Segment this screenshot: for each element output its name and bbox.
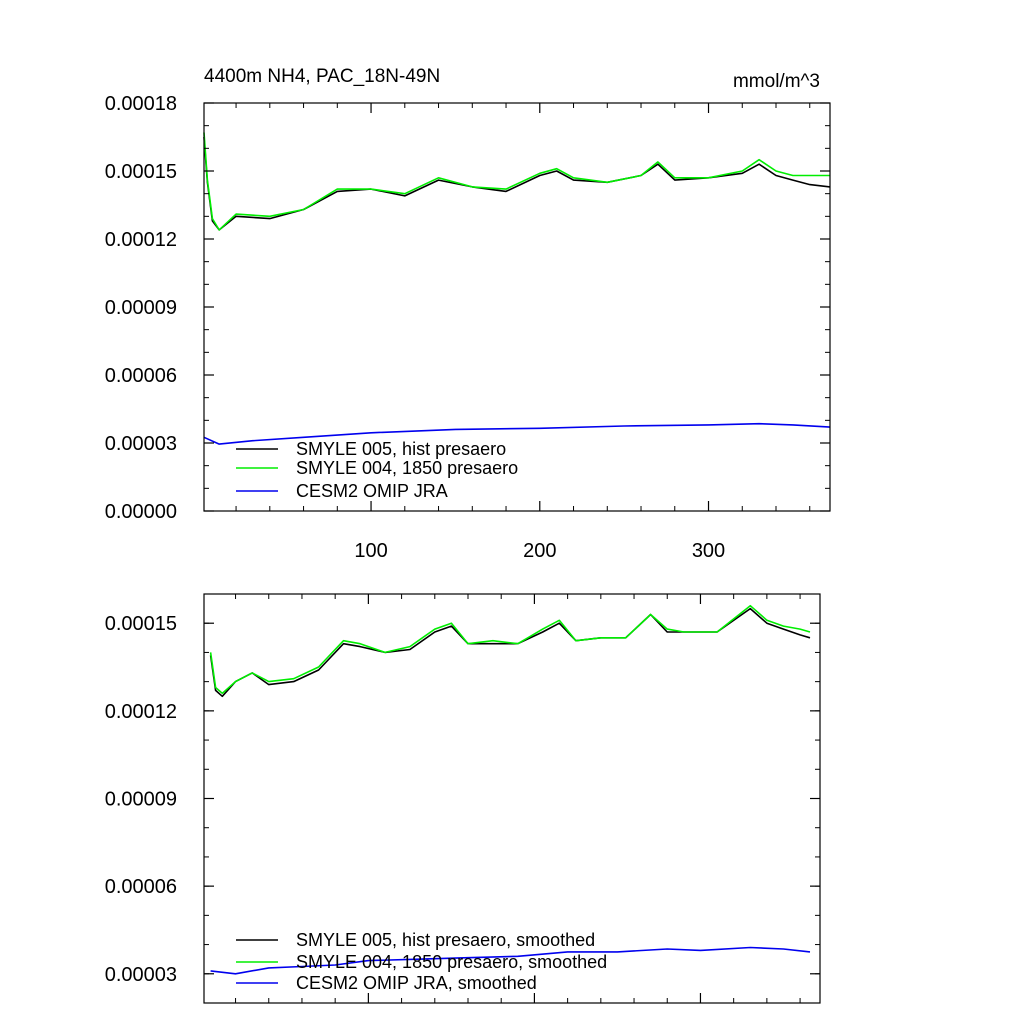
y-tick-label: 0.00012 (105, 229, 177, 251)
top-series-line-1 (203, 132, 830, 231)
legend-label: SMYLE 004, 1850 presaero, smoothed (296, 952, 607, 972)
y-tick-label: 0.00015 (105, 161, 177, 183)
bottom-ticks-layer (204, 593, 820, 1004)
y-tick-label: 0.00003 (105, 433, 177, 455)
legend-label: CESM2 OMIP JRA (296, 481, 448, 501)
legend-label: SMYLE 004, 1850 presaero (296, 458, 518, 478)
x-tick-label: 300 (692, 540, 725, 562)
y-tick-label: 0.00012 (105, 701, 177, 723)
bottom-panel: 0.00003 0.00006 0.00009 0.00012 0.00015 SMYL… (105, 593, 821, 1004)
top-x-tick-labels: 100 200 300 (354, 540, 725, 562)
y-tick-label: 0.00015 (105, 613, 177, 635)
legend-label: CESM2 OMIP JRA, smoothed (296, 973, 537, 993)
x-tick-label: 200 (523, 540, 556, 562)
y-tick-label: 0.00018 (105, 93, 177, 115)
bottom-series-line-2 (210, 946, 811, 975)
bottom-series-line-1 (209, 604, 811, 695)
y-tick-label: 0.00006 (105, 365, 177, 387)
y-tick-label: 0.00003 (105, 964, 177, 986)
y-tick-label: 0.00000 (105, 501, 177, 523)
bottom-y-tick-labels: 0.00003 0.00006 0.00009 0.00012 0.00015 (105, 613, 177, 986)
bottom-series-layer (209, 604, 811, 975)
bottom-legend: SMYLE 005, hist presaero, smoothedSMYLE … (236, 930, 607, 993)
legend-label: SMYLE 005, hist presaero, smoothed (296, 930, 595, 950)
top-y-tick-labels: 0.00000 0.00003 0.00006 0.00009 0.00012 0.000… (105, 93, 177, 523)
legend-label: SMYLE 005, hist presaero (296, 439, 506, 459)
bottom-series-line-0 (209, 607, 811, 698)
top-series-line-0 (203, 136, 831, 231)
chart-units: mmol/m^3 (733, 71, 820, 92)
y-tick-label: 0.00006 (105, 876, 177, 898)
top-panel: 0.00000 0.00003 0.00006 0.00009 0.00012 0.000… (105, 66, 831, 562)
x-tick-label: 100 (354, 540, 387, 562)
top-series-line-2 (203, 422, 831, 445)
top-ticks-layer (204, 102, 830, 512)
chart-title: 4400m NH4, PAC_18N-49N (204, 66, 440, 87)
y-tick-label: 0.00009 (105, 789, 177, 811)
top-series-layer (203, 132, 831, 445)
y-tick-label: 0.00009 (105, 297, 177, 319)
